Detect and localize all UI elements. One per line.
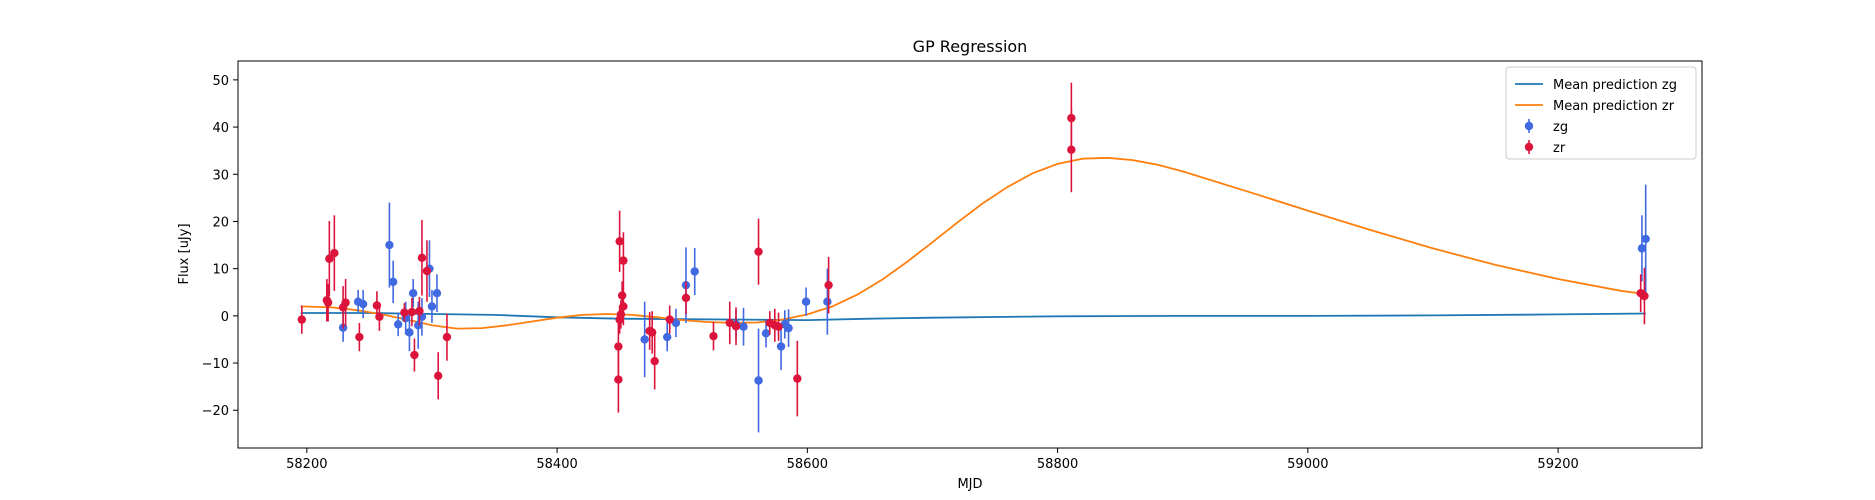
series-zr-points <box>297 82 1649 417</box>
zg-data-point <box>1637 244 1647 253</box>
zg-data-point <box>690 267 699 276</box>
zg-data-point <box>761 329 771 338</box>
y-tick-label: 40 <box>212 121 229 136</box>
zr-data-point <box>415 306 424 316</box>
zr-data-point <box>375 312 384 321</box>
series-line-mean-prediction-zr <box>300 156 1646 330</box>
legend-item: Mean prediction zr <box>1515 99 1675 114</box>
y-tick-label: −20 <box>202 404 229 419</box>
zg-data-point <box>408 289 418 298</box>
chart-title: GP Regression <box>913 37 1028 56</box>
legend-label: zr <box>1553 141 1566 156</box>
x-axis: 58200 58400 58600 58800 59000 59200 <box>286 448 1579 472</box>
zr-data-point <box>417 253 427 263</box>
zg-data-point <box>662 332 672 342</box>
zr-data-point <box>731 322 741 331</box>
legend-label: Mean prediction zr <box>1553 99 1675 114</box>
x-axis-label: MJD <box>957 477 982 492</box>
zg-data-point <box>671 318 681 328</box>
zr-data-point <box>619 256 628 265</box>
zr-data-point <box>650 356 659 366</box>
x-tick-label: 58400 <box>536 457 577 472</box>
zr-data-point <box>709 331 718 341</box>
zr-data-point <box>1067 145 1076 154</box>
zg-data-point <box>823 297 832 306</box>
zg-data-point <box>413 321 423 330</box>
zr-data-point <box>619 302 628 311</box>
zr-data-point <box>754 247 763 256</box>
y-tick-label: 10 <box>212 263 229 278</box>
series-zg-points <box>338 184 1650 433</box>
zr-data-point <box>400 308 409 317</box>
legend-marker-swatch <box>1524 121 1534 131</box>
legend: Mean prediction zg Mean prediction zr zg zr <box>1505 66 1697 160</box>
legend-marker-swatch <box>1524 142 1534 152</box>
zr-data-point <box>355 332 364 342</box>
zr-data-point <box>665 315 674 324</box>
zg-data-point <box>432 289 442 298</box>
legend-item: zg <box>1524 119 1568 135</box>
y-axis: −20 −10 0 10 20 30 40 50 <box>202 74 238 419</box>
zr-data-point <box>1640 291 1649 301</box>
legend-label: zg <box>1553 120 1568 135</box>
legend-box <box>1505 66 1697 160</box>
legend-item: zr <box>1524 140 1566 156</box>
zr-data-point <box>325 254 334 263</box>
zg-data-point <box>801 297 811 306</box>
plot-content <box>297 82 1650 433</box>
legend-item: Mean prediction zg <box>1515 78 1677 93</box>
zg-data-point <box>776 342 786 351</box>
zg-data-point <box>754 376 763 385</box>
zr-data-point <box>615 237 624 246</box>
zg-data-point <box>1641 234 1650 244</box>
zr-data-point <box>297 315 307 324</box>
zr-data-point <box>774 322 783 331</box>
zr-data-point <box>442 332 452 342</box>
zr-data-point <box>824 280 833 290</box>
zr-data-point <box>617 291 627 300</box>
zg-data-point <box>385 240 394 250</box>
zr-data-point <box>341 298 350 307</box>
zr-data-point <box>434 371 443 380</box>
x-tick-label: 58600 <box>787 457 828 472</box>
x-tick-label: 59200 <box>1537 457 1578 472</box>
x-tick-label: 58800 <box>1037 457 1078 472</box>
zr-data-point <box>330 248 339 258</box>
zg-data-point <box>405 328 414 337</box>
plot-area <box>237 60 1703 449</box>
zg-data-point <box>393 320 403 329</box>
x-tick-label: 58200 <box>286 457 327 472</box>
y-tick-label: −10 <box>202 357 229 372</box>
zr-data-point <box>422 266 432 276</box>
zg-data-point <box>388 277 398 287</box>
zr-data-point <box>614 342 623 351</box>
zr-data-point <box>793 374 802 383</box>
y-axis-label: Flux [uJy] <box>177 223 192 284</box>
zr-data-point <box>410 350 419 360</box>
zr-data-point <box>407 307 417 317</box>
zr-data-point <box>725 318 734 328</box>
legend-label: Mean prediction zg <box>1553 78 1677 93</box>
y-tick-label: 0 <box>221 310 229 325</box>
zg-data-point <box>739 322 748 331</box>
zg-data-point <box>784 323 793 333</box>
zg-data-point <box>427 302 437 311</box>
y-tick-label: 20 <box>212 215 229 230</box>
y-tick-label: 50 <box>212 74 229 89</box>
x-tick-label: 59000 <box>1287 457 1328 472</box>
plot-frame <box>237 60 1703 449</box>
zr-data-point <box>681 293 691 303</box>
zr-data-point <box>323 298 333 307</box>
series-line-mean-prediction-zg <box>300 312 1646 322</box>
zg-data-point <box>640 335 649 344</box>
zr-data-point <box>614 375 623 384</box>
zg-data-point <box>358 299 368 309</box>
y-tick-label: 30 <box>212 168 229 183</box>
